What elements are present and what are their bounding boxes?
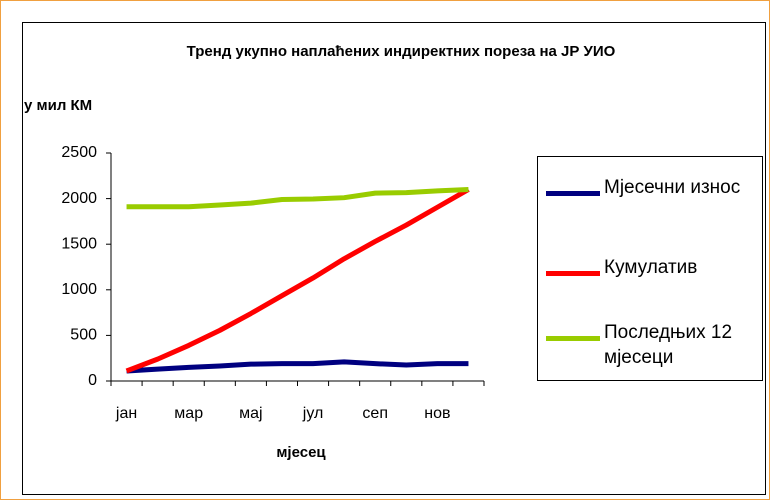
legend: Мјесечни износ Кумулатив Последњих 12 мјес… bbox=[537, 156, 763, 381]
y-axis-label: у мил КМ bbox=[24, 97, 93, 114]
chart-title: Тренд укупно наплаћених индиректних поре… bbox=[186, 43, 616, 60]
y-tick-label: 500 bbox=[70, 327, 97, 344]
x-tick-label: нов bbox=[424, 405, 450, 422]
x-tick-label: јан bbox=[115, 405, 137, 422]
chart-area bbox=[22, 22, 766, 495]
x-tick-label: мар bbox=[174, 405, 203, 422]
legend-swatch bbox=[546, 191, 600, 196]
legend-label: Мјесечни износ bbox=[604, 177, 741, 198]
y-tick-label: 1500 bbox=[61, 235, 97, 252]
series-line bbox=[126, 359, 469, 374]
x-tick-label: сеп bbox=[362, 405, 388, 422]
y-tick-label: 2000 bbox=[61, 190, 97, 207]
series-line bbox=[125, 187, 470, 374]
y-tick-label: 1000 bbox=[61, 281, 97, 298]
x-tick-label: мај bbox=[239, 405, 262, 422]
x-tick-label: јул bbox=[302, 405, 324, 422]
y-tick-label: 2500 bbox=[61, 144, 97, 161]
legend-label: Последњих 12 мјесеци bbox=[604, 322, 733, 368]
legend-swatch bbox=[546, 336, 600, 341]
series-line bbox=[126, 186, 469, 210]
legend-swatch bbox=[546, 271, 600, 276]
y-tick-label: 0 bbox=[88, 372, 97, 389]
x-axis-label: мјесец bbox=[276, 444, 326, 461]
legend-label: Кумулатив bbox=[604, 257, 698, 278]
